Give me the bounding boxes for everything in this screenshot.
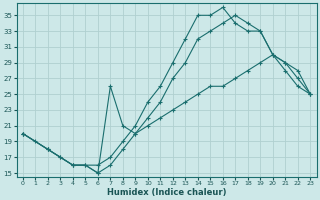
X-axis label: Humidex (Indice chaleur): Humidex (Indice chaleur) (107, 188, 226, 197)
